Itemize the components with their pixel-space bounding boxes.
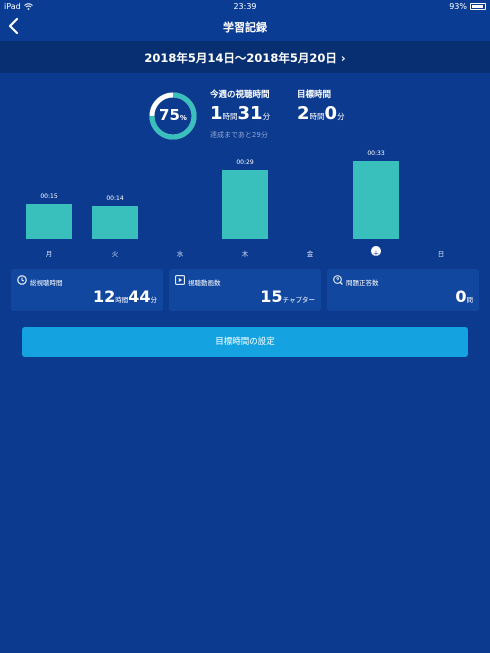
battery-icon (470, 3, 486, 10)
card-title: 問題正答数 (346, 279, 379, 287)
card-title: 視聴動画数 (188, 279, 221, 287)
question-icon (333, 275, 343, 285)
card-title: 総視聴時間 (30, 279, 63, 287)
clock-icon (17, 275, 27, 285)
bar-value-label: 00:29 (236, 159, 254, 167)
wifi-icon (24, 3, 33, 10)
day-label: 土 (372, 250, 380, 258)
goal-value: 2時間0分 (297, 103, 345, 124)
progress-ring (149, 92, 197, 140)
battery-percent: 93% (449, 2, 467, 11)
page-title: 学習記録 (223, 21, 267, 34)
this-week-value: 1時間31分 (210, 103, 271, 124)
this-week-title: 今週の視聴時間 (210, 90, 270, 100)
total-time-card: 総視聴時間 12時間44分 (11, 269, 163, 311)
correct-answers-card: 問題正答数 0問 (327, 269, 479, 311)
clock-time: 23:39 (233, 2, 257, 11)
remaining-note: 達成まであと29分 (210, 131, 268, 139)
date-range-selector[interactable]: 2018年5月14日〜2018年5月20日 › (0, 41, 490, 73)
day-label: 月 (45, 250, 53, 258)
video-icon (175, 275, 185, 285)
chart-bar (92, 205, 138, 239)
chart-bar (353, 161, 399, 239)
day-label: 火 (111, 250, 119, 258)
bar-value-label: 00:14 (106, 194, 124, 202)
goal-title: 目標時間 (297, 90, 332, 100)
chart-bar (26, 203, 72, 239)
day-label: 日 (437, 250, 445, 258)
day-label: 金 (306, 250, 314, 258)
status-bar: iPad 23:39 93% (0, 0, 490, 13)
back-chevron-icon[interactable] (6, 15, 24, 37)
chart-bar (222, 170, 268, 239)
today-marker (371, 246, 381, 256)
card-value: 0問 (455, 287, 473, 306)
nav-bar: 学習記録 (0, 13, 490, 41)
bar-value-label: 00:33 (367, 150, 385, 157)
device-label: iPad (4, 2, 21, 11)
videos-watched-card: 視聴動画数 15チャプター (169, 269, 321, 311)
day-label: 木 (241, 250, 249, 258)
card-value: 12時間44分 (92, 287, 157, 306)
date-range-label[interactable]: 2018年5月14日〜2018年5月20日 › (144, 51, 346, 65)
day-label: 水 (176, 250, 184, 258)
set-goal-button[interactable]: 目標時間の設定 (22, 327, 468, 357)
progress-percent: 75% (159, 106, 187, 124)
bar-value-label: 00:15 (40, 192, 58, 200)
card-value: 15チャプター (260, 287, 315, 306)
